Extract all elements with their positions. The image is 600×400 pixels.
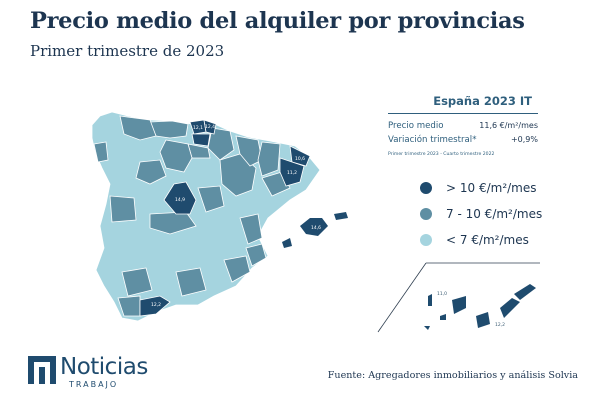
island-la-gomera — [440, 314, 446, 320]
stat-label: Variación trimestral* — [388, 135, 477, 145]
province-girona — [289, 145, 311, 167]
province-barcelona — [279, 157, 305, 187]
legend-label: 7 - 10 €/m²/mes — [446, 206, 543, 221]
label-bizkaia: 12,1 — [193, 125, 203, 131]
legend-swatch — [420, 207, 432, 220]
province-pontevedra — [93, 141, 109, 163]
province-caceres — [109, 195, 137, 223]
canary-inset-frame — [377, 262, 427, 333]
province-alicante — [245, 243, 267, 267]
island-lanzarote — [514, 284, 536, 300]
label-malaga: 12,2 — [151, 302, 161, 308]
stat-row-price: Precio medio 11,6 €/m²/mes — [388, 121, 538, 131]
island-tenerife — [452, 296, 466, 314]
stats-divider — [388, 113, 538, 114]
canary-islands — [424, 284, 536, 330]
province-alava — [191, 133, 211, 147]
province-sevilla — [121, 267, 153, 297]
province-baleares-mallorca — [300, 218, 328, 236]
stat-value: +0,9% — [510, 135, 538, 144]
stat-value: 11,6 €/m²/mes — [479, 121, 538, 130]
logo-wordmark: Noticias TRABAJO — [60, 354, 148, 390]
island-fuerteventura — [500, 298, 520, 318]
label-baleares: 14,6 — [311, 225, 321, 231]
legend-label: > 10 €/m²/mes — [446, 180, 537, 195]
province-huesca — [235, 135, 263, 167]
source-note: Fuente: Agregadores inmobiliarios y anál… — [327, 370, 578, 381]
label-gipuzkoa: 12,4 — [205, 124, 215, 130]
province-valencia — [239, 213, 263, 245]
province-madrid — [163, 181, 197, 215]
label-girona: 10,6 — [295, 156, 305, 162]
island-gran-canaria — [476, 312, 490, 328]
map-title: Precio medio del alquiler por provincias — [30, 8, 525, 34]
legend-swatch — [420, 233, 432, 246]
logo-mark-icon — [28, 356, 56, 384]
legend-label: < 7 €/m²/mes — [446, 232, 529, 247]
legend-swatch — [420, 181, 432, 194]
brand-logo: Noticias TRABAJO — [28, 356, 148, 389]
label-barcelona: 11,2 — [287, 170, 297, 176]
stats-footnote: Primer trimestre 2023 - Cuarto trimestre… — [388, 152, 495, 157]
island-el-hierro — [424, 326, 430, 330]
island-la-palma — [428, 294, 432, 306]
stat-label: Precio medio — [388, 121, 444, 131]
province-murcia — [223, 255, 251, 283]
label-las-palmas: 11,0 — [437, 291, 447, 297]
province-navarra — [207, 127, 235, 161]
province-burgos — [159, 139, 193, 173]
label-santa-cruz: 12,2 — [495, 322, 505, 328]
province-baleares-ibiza — [282, 238, 292, 248]
map-legend: > 10 €/m²/mes 7 - 10 €/m²/mes < 7 €/m²/m… — [420, 179, 542, 257]
province-lleida — [257, 141, 281, 177]
map-subtitle: Primer trimestre de 2023 — [30, 42, 225, 60]
province-gipuzkoa — [203, 119, 217, 135]
province-asturias — [119, 115, 157, 141]
province-granada — [175, 267, 207, 297]
province-valladolid — [135, 159, 167, 185]
logo-sub-text: TRABAJO — [69, 380, 119, 389]
stat-row-variation: Variación trimestral* +0,9% — [388, 135, 538, 145]
province-baleares-menorca — [334, 212, 348, 220]
legend-item: 7 - 10 €/m²/mes — [420, 205, 542, 222]
label-madrid: 14,9 — [175, 197, 185, 203]
legend-item: < 7 €/m²/mes — [420, 231, 542, 248]
national-stats-panel: España 2023 IT Precio medio 11,6 €/m²/me… — [388, 94, 538, 157]
province-guadalajara — [197, 185, 225, 213]
legend-item: > 10 €/m²/mes — [420, 179, 542, 196]
logo-main-text: Noticias — [60, 354, 148, 380]
province-malaga — [139, 295, 171, 317]
stats-heading: España 2023 IT — [433, 94, 532, 108]
